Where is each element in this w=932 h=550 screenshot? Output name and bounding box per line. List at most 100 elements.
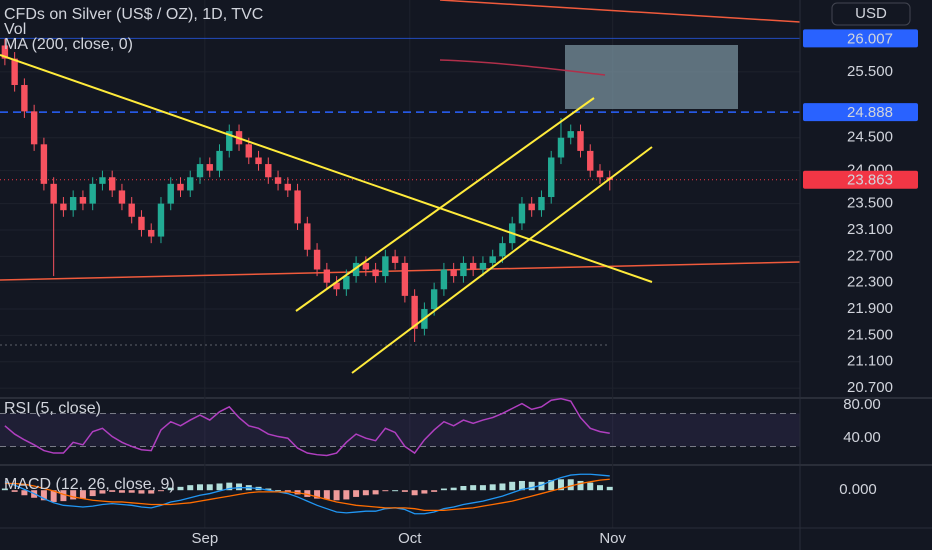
macd-histogram-bar: [440, 488, 447, 491]
channel-upper: [295, 97, 595, 312]
candle-body: [226, 131, 233, 151]
ma-line: [439, 59, 606, 76]
candle-body: [69, 197, 77, 211]
macd-histogram-bar: [460, 486, 467, 491]
trendlines: [0, 54, 653, 374]
macd-histogram-bar: [40, 490, 47, 501]
y-tick-label: 22.700: [847, 247, 893, 264]
candle-body: [79, 197, 87, 204]
indicator-label: Vol: [4, 21, 26, 38]
macd-histogram-bar: [138, 490, 145, 494]
candle-body: [518, 203, 526, 224]
y-tick-label: 21.500: [847, 326, 893, 343]
macd-histogram-bar: [79, 490, 86, 499]
price-label-box: [803, 170, 918, 189]
macd-histogram-bar: [499, 483, 506, 491]
candle-body: [40, 144, 48, 184]
macd-histogram-bar: [236, 483, 243, 491]
macd-histogram-bar: [11, 490, 18, 492]
macd-histogram-bar: [226, 482, 233, 491]
macd-histogram-bar: [157, 490, 164, 492]
macd-histogram-bar: [21, 490, 28, 496]
currency-button[interactable]: [831, 2, 911, 26]
candle-body: [528, 203, 535, 211]
candle-body: [538, 197, 545, 211]
candle-body: [430, 289, 438, 310]
macd-tick-label: 0.000: [839, 481, 877, 498]
y-tick-label: 24.500: [847, 129, 893, 146]
macd-histogram-bar: [489, 484, 496, 491]
candle-body: [128, 203, 135, 217]
indicator-label: MA (200, close, 0): [4, 36, 133, 53]
x-tick-label: Nov: [599, 530, 626, 547]
candle-body: [401, 262, 409, 296]
rsi-tick-label: 80.00: [843, 396, 881, 413]
price-label: 23.863: [847, 172, 893, 189]
macd-histogram-bar: [509, 481, 516, 491]
macd-title: MACD (12, 26, close, 9): [4, 476, 175, 493]
macd-histogram-bar: [167, 487, 174, 491]
candle-body: [362, 262, 370, 270]
macd-histogram-bar: [128, 490, 135, 493]
y-tick-label: 20.700: [847, 379, 893, 396]
candle-body: [577, 131, 584, 151]
macd-histogram-bar: [206, 484, 213, 491]
candle-body: [196, 164, 204, 178]
candle-body: [440, 269, 448, 290]
macd-histogram-bar: [470, 485, 477, 491]
macd-histogram-bar: [50, 490, 57, 502]
macd-histogram-bar: [118, 490, 125, 493]
rsi-band: [0, 413, 800, 447]
macd-histogram-bar: [323, 490, 330, 500]
macd-histogram-bar: [606, 486, 613, 491]
macd-histogram-bar: [577, 480, 584, 491]
candle-body: [460, 262, 467, 277]
y-tick-label: 23.100: [847, 221, 893, 238]
candle-body: [255, 157, 262, 165]
candle-body: [411, 295, 418, 329]
candle-body: [1, 45, 9, 59]
macd-histogram-bar: [177, 486, 184, 491]
chart-title: CFDs on Silver (US$ / OZ), 1D, TVC: [4, 6, 263, 23]
candle-body: [304, 223, 311, 250]
macd-histogram-bar: [265, 488, 272, 491]
y-tick-label: 22.300: [847, 274, 893, 291]
drawings: [0, 0, 801, 346]
currency-label[interactable]: USD: [855, 5, 887, 22]
grid: [0, 0, 932, 528]
macd-histogram-bar: [275, 490, 282, 492]
macd-histogram-bar: [314, 490, 321, 499]
candle-body: [138, 216, 145, 230]
candle-body: [60, 203, 67, 211]
rsi-line: [4, 397, 610, 457]
candle-body: [89, 183, 96, 204]
candle-body: [313, 249, 321, 270]
macd-histogram-bar: [538, 481, 545, 491]
macd-histogram-bar: [343, 490, 350, 500]
macd-histogram-bar: [187, 485, 194, 491]
price-label: 24.888: [847, 104, 893, 121]
macd-histogram-bar: [60, 490, 67, 502]
macd-histogram-bar: [70, 490, 77, 500]
candle-body: [479, 262, 487, 270]
macd-histogram-bar: [148, 490, 155, 494]
candle-body: [11, 58, 18, 86]
candle-body: [21, 85, 28, 112]
candle-body: [245, 144, 252, 158]
candle-body: [391, 256, 399, 263]
indicator-panes: [0, 397, 800, 515]
candle-body: [548, 157, 555, 198]
down-trendline: [0, 54, 653, 283]
x-tick-label: Sep: [192, 530, 219, 547]
price-label: 26.007: [847, 30, 893, 47]
candle-body: [284, 183, 292, 191]
macd-histogram-bar: [89, 490, 96, 497]
price-label-box: [803, 29, 918, 48]
rsi-title: RSI (5, close): [4, 400, 101, 417]
macd-histogram-bar: [382, 490, 389, 492]
candle-body: [157, 203, 165, 237]
channel-lower: [351, 146, 653, 374]
candle-body: [557, 137, 565, 158]
macd-histogram-bar: [284, 490, 291, 492]
